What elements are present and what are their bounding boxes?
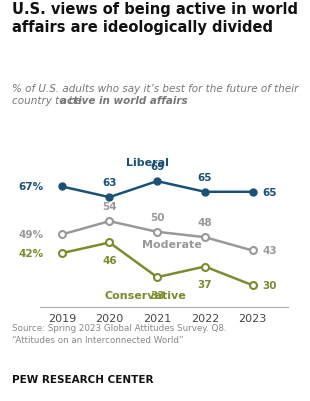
Text: 65: 65 bbox=[197, 173, 212, 182]
Text: 49%: 49% bbox=[19, 230, 44, 240]
Text: 54: 54 bbox=[102, 202, 117, 212]
Text: 33: 33 bbox=[150, 290, 164, 300]
Text: active in world affairs: active in world affairs bbox=[60, 95, 187, 105]
Text: Moderate: Moderate bbox=[142, 239, 201, 249]
Text: 37: 37 bbox=[197, 279, 212, 289]
Text: 42%: 42% bbox=[19, 249, 44, 259]
Text: Liberal: Liberal bbox=[126, 158, 169, 168]
Text: 67%: 67% bbox=[19, 182, 44, 192]
Text: 48: 48 bbox=[197, 218, 212, 228]
Text: country to be: country to be bbox=[12, 95, 86, 105]
Text: 63: 63 bbox=[102, 178, 117, 188]
Text: PEW RESEARCH CENTER: PEW RESEARCH CENTER bbox=[12, 374, 154, 384]
Text: % of U.S. adults who say it’s best for the future of their: % of U.S. adults who say it’s best for t… bbox=[12, 84, 299, 94]
Text: 30: 30 bbox=[262, 280, 277, 290]
Text: Conservative: Conservative bbox=[104, 290, 186, 300]
Text: U.S. views of being active in world
affairs are ideologically divided: U.S. views of being active in world affa… bbox=[12, 2, 299, 35]
Text: 69: 69 bbox=[150, 162, 164, 172]
Text: Source: Spring 2023 Global Attitudes Survey. Q8.
“Attitudes on an Interconnected: Source: Spring 2023 Global Attitudes Sur… bbox=[12, 323, 227, 344]
Text: 43: 43 bbox=[262, 246, 277, 256]
Text: 46: 46 bbox=[102, 255, 117, 265]
Text: 50: 50 bbox=[150, 213, 164, 223]
Text: 65: 65 bbox=[262, 187, 277, 197]
